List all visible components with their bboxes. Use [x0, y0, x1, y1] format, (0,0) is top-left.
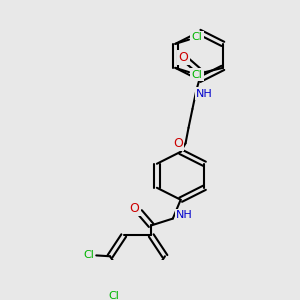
- Text: Cl: Cl: [83, 250, 94, 260]
- Text: NH: NH: [196, 88, 213, 99]
- Text: O: O: [179, 51, 189, 64]
- Text: NH: NH: [176, 210, 193, 220]
- Text: Cl: Cl: [191, 70, 202, 80]
- Text: Cl: Cl: [191, 32, 202, 42]
- Text: Cl: Cl: [109, 291, 119, 300]
- Text: O: O: [130, 202, 140, 215]
- Text: O: O: [173, 137, 183, 150]
